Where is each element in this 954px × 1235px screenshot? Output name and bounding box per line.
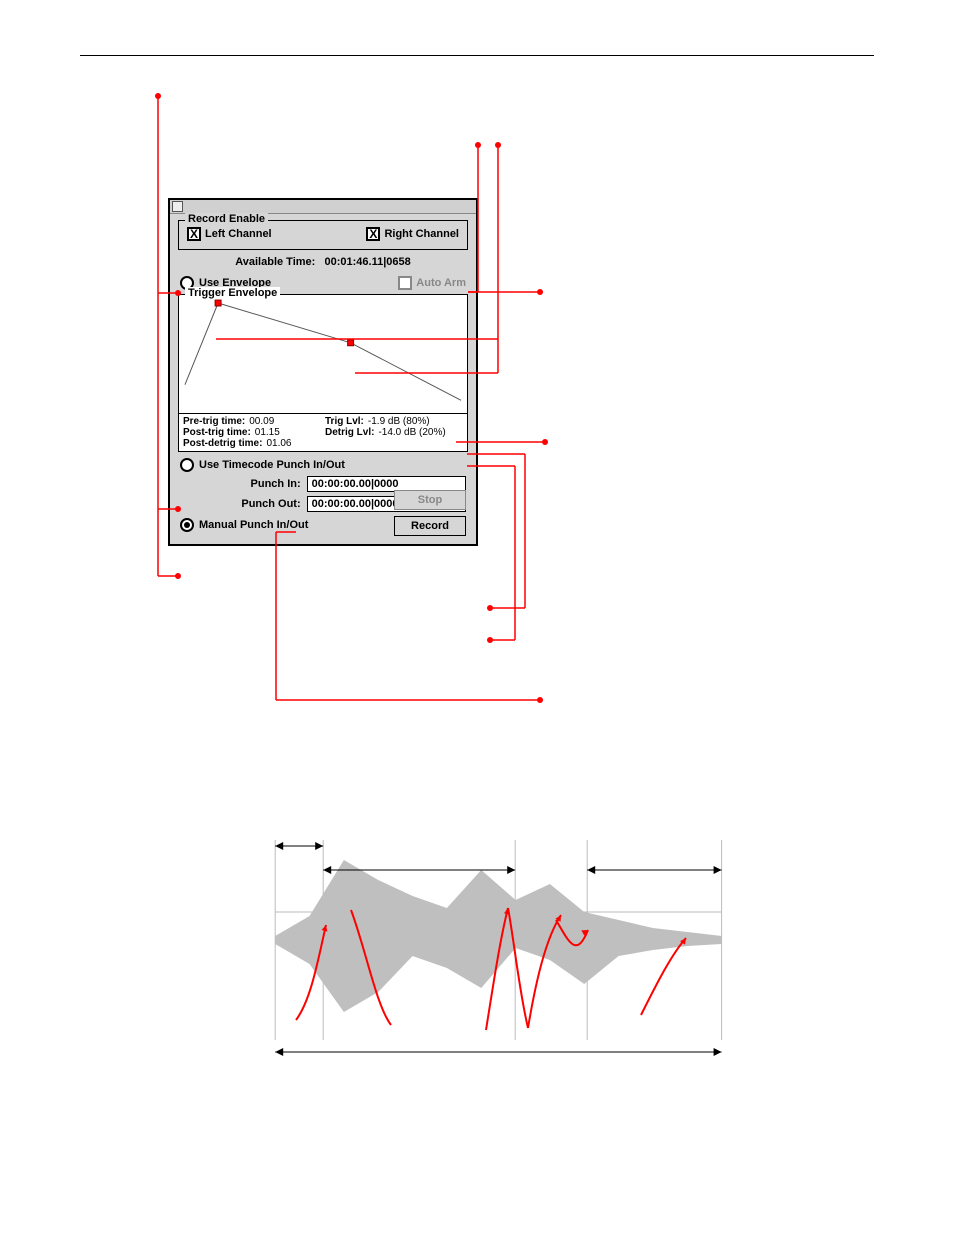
record-enable-group: Record Enable X Left Channel X Right Cha… bbox=[178, 220, 468, 250]
trig-lvl-value: -1.9 dB (80%) bbox=[368, 416, 430, 427]
checkbox-icon: X bbox=[187, 227, 201, 241]
trigger-envelope-panel[interactable]: Trigger Envelope Pre-trig time:00.09 Tri… bbox=[178, 294, 468, 452]
manual-punch-label: Manual Punch In/Out bbox=[199, 519, 308, 531]
trigger-envelope-legend: Trigger Envelope bbox=[185, 287, 280, 299]
right-channel-label: Right Channel bbox=[384, 228, 459, 240]
punch-out-label: Punch Out: bbox=[200, 498, 301, 510]
punch-in-label: Punch In: bbox=[200, 478, 301, 490]
auto-arm-label: Auto Arm bbox=[416, 277, 466, 289]
checkbox-icon bbox=[398, 276, 412, 290]
trig-lvl-label: Trig Lvl: bbox=[325, 416, 364, 427]
available-time-label: Available Time: bbox=[235, 256, 315, 268]
post-trig-label: Post-trig time: bbox=[183, 427, 251, 438]
button-column: Stop Record bbox=[394, 490, 466, 536]
use-timecode-radio[interactable] bbox=[180, 458, 194, 472]
record-enable-legend: Record Enable bbox=[185, 213, 268, 225]
auto-arm-checkbox[interactable]: Auto Arm bbox=[398, 276, 466, 290]
manual-punch-radio[interactable] bbox=[180, 518, 194, 532]
checkbox-icon: X bbox=[366, 227, 380, 241]
left-channel-label: Left Channel bbox=[205, 228, 272, 240]
post-detrig-value: 01.06 bbox=[266, 438, 291, 449]
titlebar[interactable] bbox=[170, 200, 476, 214]
stop-button[interactable]: Stop bbox=[394, 490, 466, 510]
page-divider bbox=[80, 55, 874, 56]
record-dialog: Record Enable X Left Channel X Right Cha… bbox=[168, 198, 478, 546]
left-channel-checkbox[interactable]: X Left Channel bbox=[187, 227, 272, 241]
right-channel-checkbox[interactable]: X Right Channel bbox=[366, 227, 459, 241]
post-trig-value: 01.15 bbox=[255, 427, 280, 438]
available-time-value: 00:01:46.11|0658 bbox=[325, 256, 411, 268]
use-timecode-label: Use Timecode Punch In/Out bbox=[199, 459, 345, 471]
detrig-lvl-label: Detrig Lvl: bbox=[325, 427, 374, 438]
pre-trig-value: 00.09 bbox=[249, 416, 274, 427]
waveform-diagram bbox=[256, 830, 736, 1060]
post-detrig-label: Post-detrig time: bbox=[183, 438, 262, 449]
envelope-stats: Pre-trig time: 00.09 Trig Lvl: -1.9 dB (80… bbox=[179, 413, 467, 451]
detrig-lvl-value: -14.0 dB (20%) bbox=[378, 427, 445, 438]
window-menu-icon[interactable] bbox=[172, 201, 183, 212]
pre-trig-label: Pre-trig time: bbox=[183, 416, 245, 427]
record-button[interactable]: Record bbox=[394, 516, 466, 536]
available-time: Available Time: 00:01:46.11|0658 bbox=[170, 256, 476, 268]
